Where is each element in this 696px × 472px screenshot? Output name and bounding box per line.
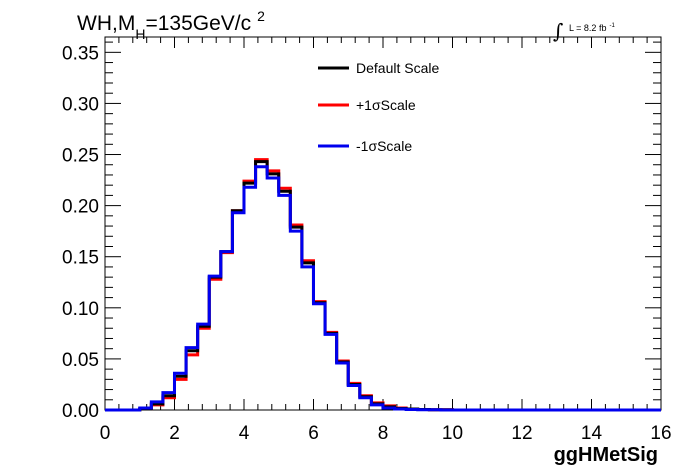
x-tick-label: 2 <box>169 423 180 444</box>
series-layer <box>105 158 661 412</box>
x-axis-title: ggHMetSig <box>554 444 658 466</box>
title-mass: =135GeV/c <box>145 12 251 35</box>
luminosity-label: L = 8.2 fb -1 <box>569 23 615 33</box>
legend-label: -1σScale <box>356 138 412 154</box>
luminosity-text: L = 8.2 fb <box>569 23 606 33</box>
luminosity-integral-symbol: ∫ <box>553 19 563 43</box>
y-tick-label: 0.10 <box>62 299 99 320</box>
legend-label: +1σScale <box>356 97 416 113</box>
x-tick-label: 14 <box>581 423 603 444</box>
luminosity-superscript: -1 <box>609 23 615 29</box>
y-tick-label: 0.00 <box>62 401 99 422</box>
y-tick-label: 0.35 <box>62 43 99 64</box>
axes-layer: 0 2 4 6 8 10 12 14 16 0.00 0.05 0.10 0.15 0.20 0.25 0.3… <box>62 37 672 444</box>
y-tick-label: 0.20 <box>62 197 99 218</box>
x-tick-label: 10 <box>442 423 463 444</box>
legend-label: Default Scale <box>356 60 439 76</box>
y-tick-label: 0.15 <box>62 248 99 269</box>
y-tick-label: 0.05 <box>62 350 99 371</box>
x-tick-label: 8 <box>378 423 389 444</box>
legend: Default Scale +1σScale -1σScale <box>318 60 439 154</box>
x-tick-label: 4 <box>239 423 250 444</box>
x-tick-label: 12 <box>511 423 532 444</box>
y-tick-label: 0.30 <box>62 94 99 115</box>
x-tick-label: 6 <box>308 423 319 444</box>
x-tick-label: 0 <box>100 423 111 444</box>
x-tick-label: 16 <box>650 423 671 444</box>
title-subscript: H <box>135 26 145 42</box>
y-tick-label: 0.25 <box>62 146 99 167</box>
chart-title: WH,MH=135GeV/c 2 <box>77 8 265 42</box>
series-step-line <box>105 165 661 412</box>
title-superscript: 2 <box>257 8 265 24</box>
title-prefix: WH,M <box>77 12 135 35</box>
series-minus-1sigma-scale <box>105 165 661 412</box>
